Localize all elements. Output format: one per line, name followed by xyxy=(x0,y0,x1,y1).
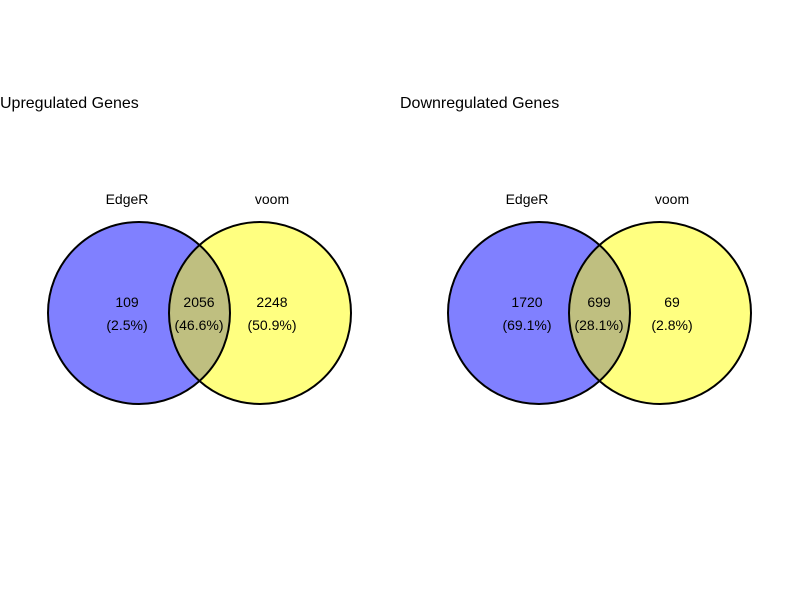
left-only-count: 109 xyxy=(115,294,139,310)
venn-panel-upregulated: Upregulated Genes EdgeR voom 109 (2.5%) … xyxy=(0,95,352,405)
overlap-count: 699 xyxy=(587,294,611,310)
venn-panel-downregulated: Downregulated Genes EdgeR voom 1720 (69.… xyxy=(400,95,752,405)
left-only-percent: (2.5%) xyxy=(106,317,147,333)
set-label-right: voom xyxy=(655,191,689,207)
set-outline-right xyxy=(568,221,752,405)
right-only-count: 2248 xyxy=(256,294,287,310)
panel-title: Downregulated Genes xyxy=(400,95,559,112)
set-label-right: voom xyxy=(255,191,289,207)
overlap-region xyxy=(169,245,230,381)
set-outline-left xyxy=(447,221,631,405)
set-label-left: EdgeR xyxy=(106,191,149,207)
set-label-left: EdgeR xyxy=(506,191,549,207)
left-only-count: 1720 xyxy=(511,294,542,310)
right-only-count: 69 xyxy=(664,294,680,310)
set-outline-left xyxy=(47,221,231,405)
left-only-percent: (69.1%) xyxy=(502,317,551,333)
overlap-percent: (46.6%) xyxy=(174,317,223,333)
set-outline-right xyxy=(168,221,352,405)
overlap-count: 2056 xyxy=(183,294,214,310)
panel-title: Upregulated Genes xyxy=(0,95,139,112)
overlap-region xyxy=(569,245,630,381)
right-only-percent: (2.8%) xyxy=(651,317,692,333)
right-only-percent: (50.9%) xyxy=(247,317,296,333)
overlap-percent: (28.1%) xyxy=(574,317,623,333)
